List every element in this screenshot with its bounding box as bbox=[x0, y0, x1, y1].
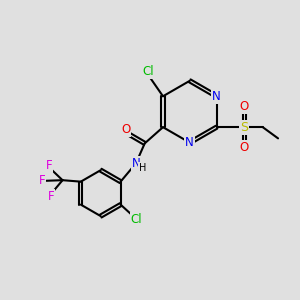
Text: S: S bbox=[241, 121, 248, 134]
Text: F: F bbox=[46, 159, 52, 172]
Text: H: H bbox=[139, 163, 146, 173]
Text: Cl: Cl bbox=[142, 65, 154, 78]
Text: O: O bbox=[121, 123, 130, 136]
Text: Cl: Cl bbox=[131, 213, 142, 226]
Text: N: N bbox=[131, 157, 140, 170]
Text: F: F bbox=[39, 174, 46, 187]
Text: N: N bbox=[185, 136, 194, 149]
Text: O: O bbox=[240, 141, 249, 154]
Text: O: O bbox=[240, 100, 249, 113]
Text: F: F bbox=[48, 190, 54, 202]
Text: N: N bbox=[212, 90, 221, 103]
